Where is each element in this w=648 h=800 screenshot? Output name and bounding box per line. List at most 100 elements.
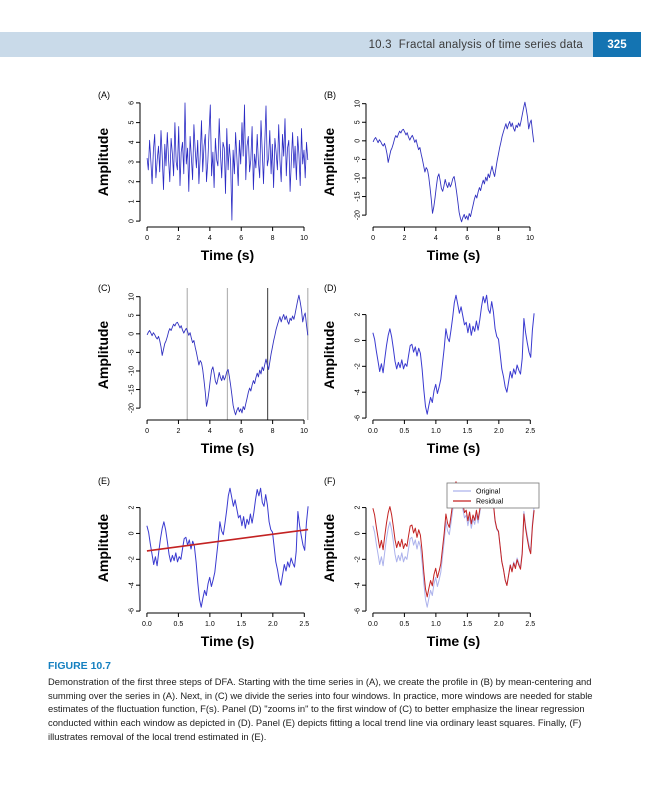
y-tick-label: -5 — [355, 156, 362, 162]
ols-trend-line — [146, 528, 309, 552]
y-tick-label: 1 — [129, 199, 136, 203]
legend-entry-label: Residual — [476, 499, 504, 506]
x-tick-label: 0.0 — [368, 621, 378, 628]
x-tick-label: 6 — [239, 235, 243, 242]
y-tick-label: 5 — [129, 121, 136, 125]
y-tick-label: -4 — [129, 582, 136, 588]
y-tick-label: 5 — [355, 120, 362, 124]
y-axis-title: Amplitude — [96, 514, 111, 583]
x-tick-label: 8 — [271, 428, 275, 435]
running-header-band: 10.3 Fractal analysis of time series dat… — [0, 32, 593, 57]
x-tick-label: 0.0 — [368, 428, 378, 435]
y-tick-label: 10 — [129, 293, 136, 301]
y-tick-label: 6 — [129, 101, 136, 105]
y-tick-label: -2 — [355, 363, 362, 369]
y-tick-label: -6 — [355, 415, 362, 421]
y-tick-label: 10 — [355, 100, 362, 108]
x-tick-label: 0 — [371, 235, 375, 242]
x-tick-label: 6 — [239, 428, 243, 435]
series-first-window — [372, 294, 535, 415]
chart-C-svg: 0 2 4 6 8 10 -20 -15 -10 -5 0 5 10 (C) Amplitude Time (… — [95, 283, 309, 456]
x-tick-label: 0 — [145, 428, 149, 435]
y-tick-label: 2 — [129, 506, 136, 510]
y-tick-label: -20 — [129, 403, 136, 413]
x-axis-title: Time (s) — [427, 247, 480, 263]
y-tick-label: 0 — [129, 219, 136, 223]
legend-entry-label: Original — [476, 489, 501, 496]
series-white-noise-signal — [146, 102, 309, 221]
x-tick-label: 1.0 — [431, 428, 441, 435]
x-tick-label: 2 — [176, 428, 180, 435]
x-tick-label: 0.5 — [400, 621, 410, 628]
x-tick-label: 6 — [465, 235, 469, 242]
x-axis-title: Time (s) — [201, 633, 254, 649]
series-first-window — [146, 487, 309, 608]
panel-letter-label: (D) — [324, 283, 337, 293]
chart-E-svg: 0.0 0.5 1.0 1.5 2.0 2.5 -6 -4 -2 0 2 (E) Amplitude Ti… — [95, 476, 309, 649]
y-tick-label: 0 — [355, 531, 362, 535]
x-tick-label: 0.5 — [174, 621, 184, 628]
x-tick-label: 2 — [402, 235, 406, 242]
y-tick-label: -6 — [355, 608, 362, 614]
y-tick-label: -2 — [355, 556, 362, 562]
section-number: 10.3 — [368, 38, 392, 51]
panel-letter-label: (F) — [324, 476, 336, 486]
y-tick-label: -10 — [355, 173, 362, 183]
panel-letter-label: (C) — [98, 283, 111, 293]
y-tick-label: -4 — [355, 389, 362, 395]
y-tick-label: -20 — [355, 210, 362, 220]
y-tick-label: 0 — [129, 531, 136, 535]
x-tick-label: 2.5 — [299, 621, 309, 628]
x-tick-label: 1.0 — [205, 621, 215, 628]
y-tick-label: -6 — [129, 608, 136, 614]
x-tick-label: 0 — [145, 235, 149, 242]
x-tick-label: 2.0 — [268, 621, 278, 628]
x-tick-label: 1.5 — [462, 428, 472, 435]
y-tick-label: 0 — [355, 139, 362, 143]
x-tick-label: 4 — [434, 235, 438, 242]
chart-D-svg: 0.0 0.5 1.0 1.5 2.0 2.5 -6 -4 -2 0 2 (D) Amplitude Ti… — [321, 283, 535, 456]
legend-box — [446, 482, 540, 509]
x-axis-title: Time (s) — [201, 440, 254, 456]
x-tick-label: 4 — [208, 428, 212, 435]
y-tick-label: -15 — [355, 191, 362, 201]
y-tick-label: -2 — [129, 556, 136, 562]
x-tick-label: 1.5 — [236, 621, 246, 628]
x-tick-label: 8 — [271, 235, 275, 242]
x-tick-label: 2 — [176, 235, 180, 242]
panel-F-residual-chart: 0.0 0.5 1.0 1.5 2.0 2.5 -6 -4 -2 0 2 Original Residu… — [321, 470, 548, 663]
y-tick-label: 0 — [355, 338, 362, 342]
y-axis-title: Amplitude — [96, 321, 111, 390]
x-tick-label: 10 — [526, 235, 534, 242]
panel-letter-label: (A) — [98, 90, 110, 100]
panel-letter-label: (B) — [324, 90, 336, 100]
figure-10-7-panels: 0 2 4 6 8 10 0 1 2 3 4 5 6 (A) Amplitude Time (s) 0 2 4 6 8… — [95, 84, 548, 663]
y-tick-label: 4 — [129, 140, 136, 144]
x-tick-label: 1.5 — [462, 621, 472, 628]
x-tick-label: 10 — [300, 235, 308, 242]
series-profile-with-windows — [146, 294, 309, 416]
panel-letter-label: (E) — [98, 476, 110, 486]
x-axis-title: Time (s) — [201, 247, 254, 263]
page-number: 325 — [607, 38, 627, 51]
y-tick-label: 2 — [129, 180, 136, 184]
x-tick-label: 10 — [300, 428, 308, 435]
series-profile — [372, 101, 535, 223]
panel-D-first-window-chart: 0.0 0.5 1.0 1.5 2.0 2.5 -6 -4 -2 0 2 (D) Amplitude Ti… — [321, 277, 548, 470]
chart-F-svg: 0.0 0.5 1.0 1.5 2.0 2.5 -6 -4 -2 0 2 Original Residu… — [321, 476, 540, 649]
x-tick-label: 0.0 — [142, 621, 152, 628]
y-tick-label: -15 — [129, 384, 136, 394]
y-tick-label: 0 — [129, 332, 136, 336]
figure-label: FIGURE 10.7 — [48, 660, 112, 672]
x-axis-title: Time (s) — [427, 633, 480, 649]
figure-caption-text: Demonstration of the first three steps o… — [48, 676, 593, 742]
x-tick-label: 2.0 — [494, 621, 504, 628]
y-tick-label: 2 — [355, 506, 362, 510]
y-tick-label: 3 — [129, 160, 136, 164]
panel-B-profile-chart: 0 2 4 6 8 10 -20 -15 -10 -5 0 5 10 (B) Amplitude Time (… — [321, 84, 548, 277]
y-tick-label: 5 — [129, 313, 136, 317]
panel-C-windowed-profile-chart: 0 2 4 6 8 10 -20 -15 -10 -5 0 5 10 (C) Amplitude Time (… — [95, 277, 322, 470]
x-tick-label: 0.5 — [400, 428, 410, 435]
x-tick-label: 4 — [208, 235, 212, 242]
